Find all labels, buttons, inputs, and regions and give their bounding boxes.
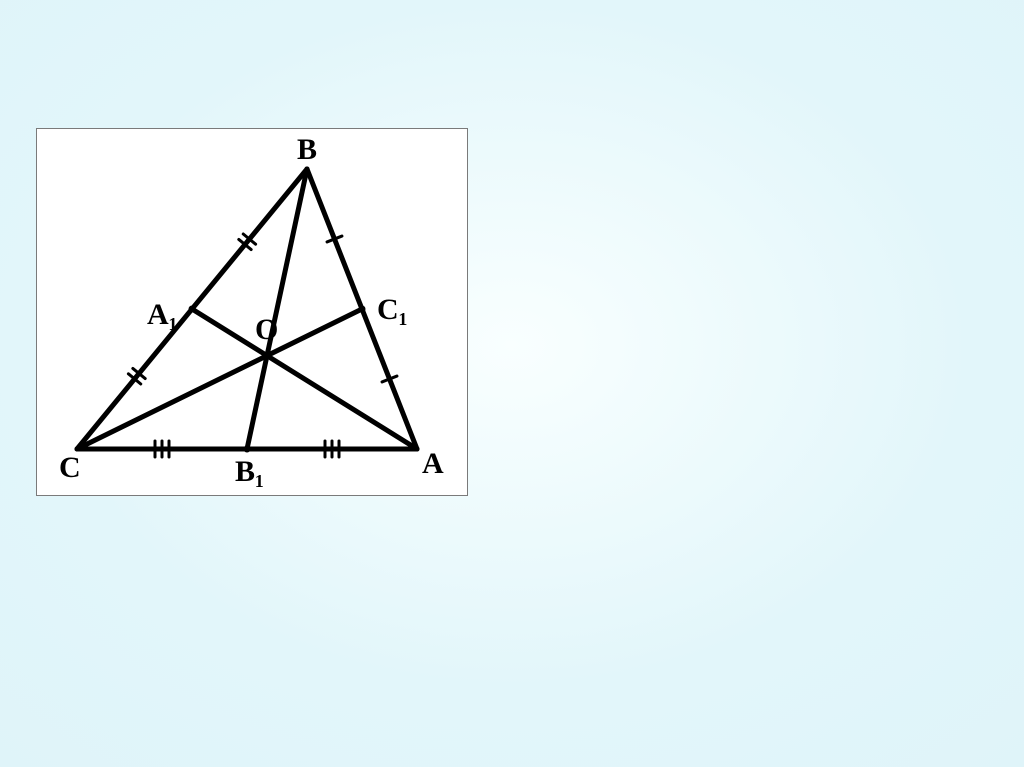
svg-text:B₁: B₁: [235, 455, 264, 488]
svg-text:C₁: C₁: [377, 293, 408, 326]
svg-text:O: O: [255, 313, 278, 346]
svg-text:A₁: A₁: [147, 298, 178, 331]
svg-text:B: B: [297, 133, 317, 166]
diagram-container: A B C A₁ B₁ C₁ O: [36, 128, 468, 496]
svg-text:C: C: [59, 451, 81, 484]
medians-diagram: A B C A₁ B₁ C₁ O: [37, 129, 467, 495]
svg-text:A: A: [422, 447, 444, 480]
